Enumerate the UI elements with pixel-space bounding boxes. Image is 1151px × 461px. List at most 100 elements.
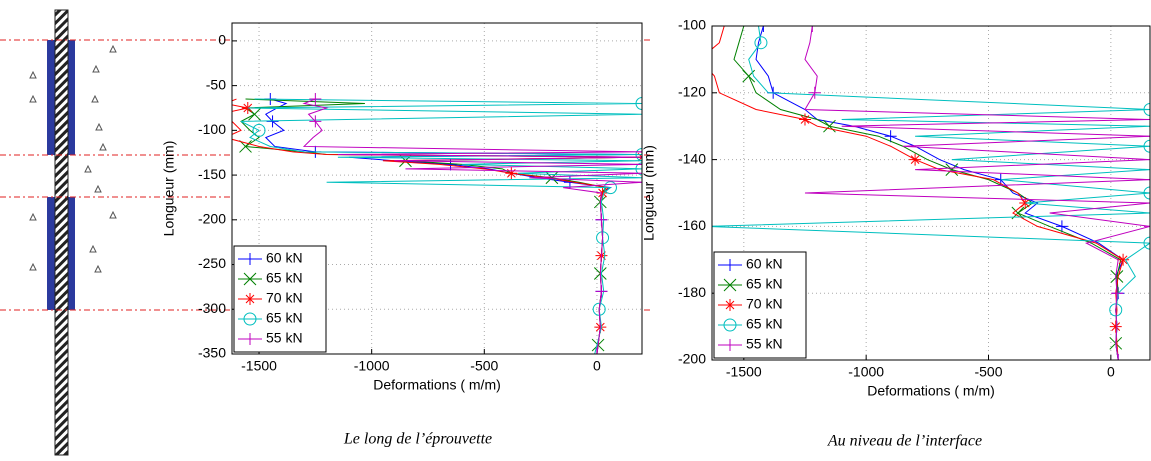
legend-label: 65 kN	[746, 276, 783, 292]
marker	[603, 181, 617, 195]
x-tick-label: -1000	[354, 358, 390, 374]
caption: Au niveau de l’interface	[827, 433, 982, 450]
marker	[635, 148, 642, 161]
marker	[636, 158, 642, 171]
marker	[1110, 287, 1123, 300]
marker	[945, 163, 959, 176]
marker	[636, 176, 642, 189]
x-axis-label: Deformations ( m/m)	[373, 377, 501, 393]
y-tick-label: -100	[198, 121, 226, 137]
marker	[1112, 354, 1125, 360]
marker	[635, 97, 642, 111]
caption: Le long de l’éprouvette	[343, 431, 492, 448]
y-tick-label: -50	[206, 76, 226, 92]
x-tick-label: 0	[593, 358, 601, 374]
legend-label: 60 kN	[746, 256, 783, 272]
marker	[590, 348, 603, 354]
axes-box	[231, 22, 643, 355]
marker	[694, 53, 706, 65]
y-tick-label: -150	[198, 166, 226, 182]
legend-marker	[723, 318, 737, 332]
legend-marker	[244, 333, 256, 345]
legend: 60 kN 65 kN 70 kN 65 kN 55 kN	[233, 245, 327, 353]
marker	[592, 302, 606, 316]
y-tick-label: -120	[678, 84, 706, 100]
y-tick-label: -180	[678, 284, 706, 300]
legend-marker	[244, 293, 256, 305]
marker	[884, 130, 897, 143]
marker	[1144, 173, 1150, 186]
x-tick-label: -1500	[726, 364, 762, 380]
marker	[798, 113, 811, 126]
marker	[1109, 320, 1122, 333]
marker	[1143, 186, 1150, 200]
chart: -1500 -1000 -500 0 -100 -120 -140 -160 -180 -200 D…	[641, 17, 1151, 450]
y-tick-label: -200	[198, 211, 226, 227]
marker	[252, 123, 266, 137]
marker	[596, 186, 609, 199]
x-axis-label: Deformations ( m/m)	[867, 383, 995, 399]
legend-label: 70 kN	[746, 296, 783, 312]
legend-marker	[243, 312, 257, 326]
y-tick-label: -100	[678, 17, 706, 33]
series-line	[240, 98, 642, 354]
marker	[1117, 253, 1130, 266]
legend-marker	[723, 278, 737, 292]
series-group	[232, 93, 642, 354]
legend-marker	[724, 259, 736, 271]
marker	[808, 86, 821, 99]
marker	[1055, 220, 1068, 233]
y-tick-label: -350	[198, 345, 226, 361]
legend-marker	[724, 339, 736, 351]
marker	[596, 231, 610, 245]
y-tick-label: -300	[198, 300, 226, 316]
marker	[823, 119, 836, 133]
legend-label: 65 kN	[266, 270, 303, 286]
marker	[505, 167, 518, 180]
y-tick-label: -250	[198, 255, 226, 271]
marker	[1143, 103, 1150, 116]
legend-label: 65 kN	[266, 310, 303, 326]
marker	[1109, 303, 1123, 317]
marker	[239, 140, 252, 153]
series-group	[694, 26, 1150, 360]
legend-marker	[244, 253, 256, 265]
x-tick-label: -500	[470, 358, 498, 374]
legend-label: 70 kN	[266, 290, 303, 306]
marker	[909, 153, 922, 166]
marker	[636, 145, 642, 158]
marker	[309, 115, 322, 128]
legend-marker	[724, 299, 736, 311]
marker	[1110, 270, 1124, 283]
marker	[309, 93, 322, 106]
chart: -1500 -1000 -500 0 0 -50 -100 -150 -200 -250 -300 -…	[161, 22, 643, 448]
x-tick-label: -1000	[848, 364, 884, 380]
legend-label: 60 kN	[266, 250, 303, 266]
legend: 60 kN 65 kN 70 kN 65 kN 55 kN	[713, 251, 807, 359]
legend-label: 65 kN	[746, 316, 783, 332]
marker	[1144, 220, 1150, 233]
marker	[1143, 139, 1150, 153]
marker	[545, 171, 559, 185]
series-line	[302, 98, 642, 354]
marker	[806, 26, 819, 32]
legend-label: 55 kN	[266, 330, 303, 346]
y-axis-label: Longueur (mm)	[161, 141, 177, 237]
x-tick-label: 0	[1107, 364, 1115, 380]
marker	[1144, 130, 1150, 143]
legend-marker	[243, 272, 257, 286]
y-axis-label: Longueur (mm)	[641, 145, 657, 241]
marker	[754, 36, 768, 50]
y-tick-label: -140	[678, 150, 706, 166]
axes-box	[711, 25, 1151, 361]
y-tick-label: 0	[218, 32, 226, 48]
y-tick-label: -160	[678, 217, 706, 233]
marker	[595, 213, 608, 226]
marker	[1143, 236, 1150, 250]
marker	[757, 26, 770, 32]
x-tick-label: -500	[974, 364, 1002, 380]
y-tick-label: -200	[678, 351, 706, 367]
x-tick-label: -1500	[241, 358, 277, 374]
legend-label: 55 kN	[746, 336, 783, 352]
